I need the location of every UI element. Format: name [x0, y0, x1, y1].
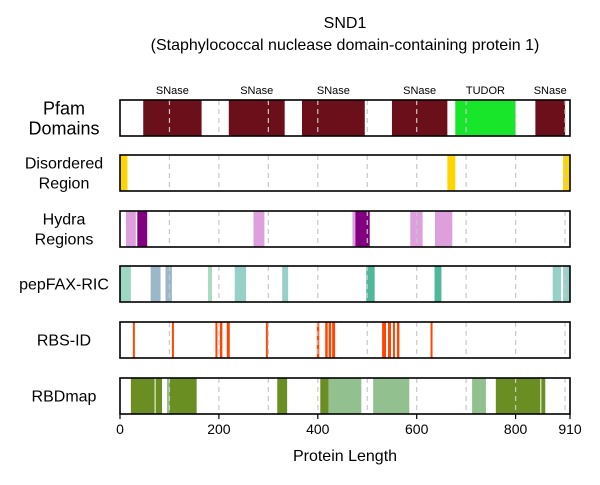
track-4-segment	[171, 322, 174, 358]
track-4-segment	[396, 322, 400, 358]
track-frame	[119, 265, 571, 303]
track-5-segment	[155, 378, 163, 414]
track-4: RBS-ID	[37, 321, 571, 359]
track-5-segment	[130, 378, 155, 414]
track-label: RBS-ID	[37, 333, 91, 350]
track-5-segment	[373, 378, 410, 414]
track-label: Domains	[28, 118, 99, 138]
track-0-segment	[228, 100, 285, 136]
track-3-segment	[434, 266, 442, 302]
track-label: Region	[39, 176, 90, 193]
track-frame	[119, 99, 571, 137]
track-label: Pfam	[43, 98, 85, 118]
track-2: Hydra Regions	[35, 210, 571, 249]
track-5-segment	[166, 378, 170, 414]
track-3-segment	[165, 266, 172, 302]
x-tick-label: 0	[116, 421, 124, 437]
track-5: RBDmap	[32, 377, 571, 415]
track-5-segment	[277, 378, 288, 414]
domain-label: SNase	[317, 85, 350, 97]
track-2-segment	[137, 211, 148, 247]
track-4-segment	[328, 322, 332, 358]
track-2-segment	[253, 211, 265, 247]
x-tick-label: 800	[504, 421, 528, 437]
track-label: Disordered	[25, 156, 103, 173]
track-3-segment	[282, 266, 289, 302]
track-4-segment	[265, 322, 268, 358]
track-5-segment	[472, 378, 486, 414]
track-3-segment	[208, 266, 212, 302]
track-0-segment	[455, 100, 516, 136]
x-tick-label: 910	[558, 421, 582, 437]
track-3: pepFAX-RIC	[19, 265, 571, 303]
track-label: Regions	[35, 232, 94, 249]
track-3-segment	[366, 266, 375, 302]
domain-label: SNase	[403, 85, 436, 97]
track-label: pepFAX-RIC	[19, 277, 109, 294]
track-0: SNase SNase SNase SNase TUDOR SNase PfamDomain…	[28, 85, 571, 138]
track-frame	[119, 321, 571, 359]
track-3-segment	[120, 266, 131, 302]
track-5-segment	[541, 378, 546, 414]
track-3-segment	[552, 266, 562, 302]
track-4-segment	[332, 322, 336, 358]
track-4-segment	[325, 322, 328, 358]
chart-subtitle: (Staphylococcal nuclease domain-containi…	[151, 37, 540, 54]
track-0-segment	[391, 100, 448, 136]
track-4-segment	[430, 322, 433, 358]
track-3-segment	[150, 266, 161, 302]
domain-label: TUDOR	[466, 85, 505, 97]
domain-label: SNase	[240, 85, 273, 97]
x-tick-label: 200	[207, 421, 231, 437]
x-axis: 0 200 400 600 800 910	[116, 414, 582, 437]
track-4-segment	[132, 322, 135, 358]
domain-label: SNase	[534, 85, 567, 97]
track-frame	[119, 377, 571, 415]
track-frame	[119, 154, 571, 192]
track-0-segment	[535, 100, 566, 136]
track-3-segment	[563, 266, 570, 302]
track-5-segment	[328, 378, 362, 414]
x-tick-label: 600	[405, 421, 429, 437]
track-4-segment	[388, 322, 391, 358]
track-label: RBDmap	[32, 389, 97, 406]
track-4-segment	[219, 322, 223, 358]
track-0-segment	[143, 100, 202, 136]
track-5-segment	[169, 378, 197, 414]
x-axis-label: Protein Length	[293, 448, 397, 465]
track-4-segment	[226, 322, 230, 358]
track-4-segment	[215, 322, 218, 358]
track-2-segment	[435, 211, 453, 247]
track-2-segment	[355, 211, 370, 247]
track-1-segment	[120, 155, 128, 191]
track-0-segment	[301, 100, 365, 136]
track-label: Hydra	[43, 212, 86, 229]
track-1-segment	[563, 155, 570, 191]
track-2-segment	[125, 211, 136, 247]
chart-title: SND1	[324, 15, 367, 32]
track-1-segment	[447, 155, 456, 191]
track-frame	[119, 210, 571, 248]
x-tick-label: 400	[306, 421, 330, 437]
track-2-segment	[352, 211, 356, 247]
track-5-segment	[495, 378, 541, 414]
track-5-segment	[320, 378, 329, 414]
track-3-segment	[234, 266, 247, 302]
track-1: Disordered Region	[25, 154, 571, 193]
track-4-segment	[382, 322, 387, 358]
domain-label: SNase	[156, 85, 189, 97]
tracks-layer: SNase SNase SNase SNase TUDOR SNase PfamDomain…	[19, 85, 571, 415]
track-4-segment	[392, 322, 395, 358]
